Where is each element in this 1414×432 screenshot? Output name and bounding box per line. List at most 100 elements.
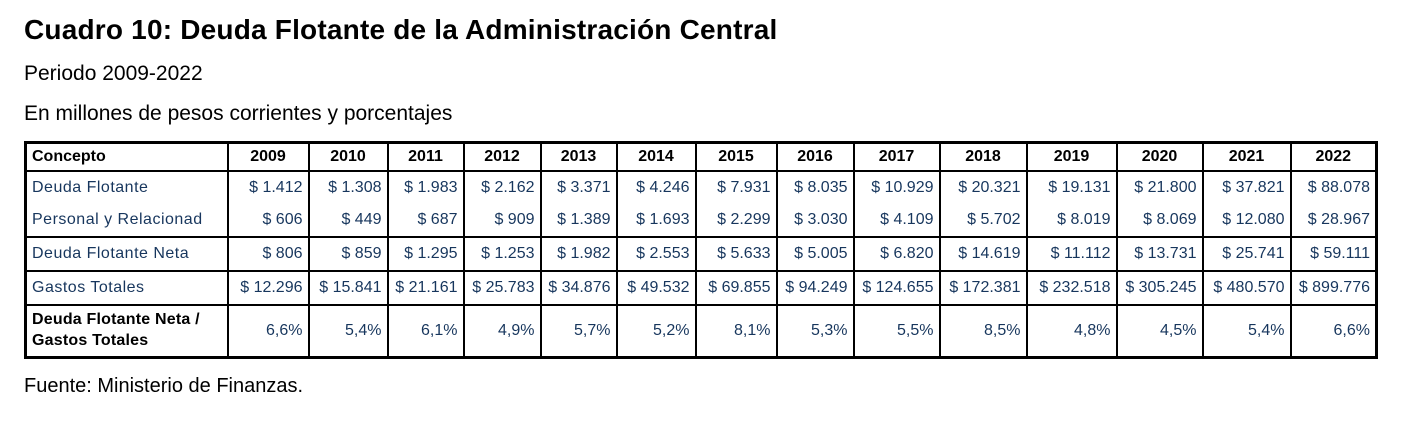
- value-cell: 6,1%: [386, 304, 465, 359]
- table-row-ratio-deuda-flotante-neta-gastos-totales: Deuda Flotante Neta / Gastos Totales 6,6% 5…: [24, 304, 1378, 359]
- value-cell: 4,9%: [462, 304, 542, 359]
- value-cell: $ 28.967: [1289, 204, 1378, 238]
- table-row-deuda-flotante: Deuda Flotante $ 1.412 $ 1.308 $ 1.983 $ 2.1…: [24, 170, 1378, 204]
- value-cell: $ 8.035: [775, 170, 855, 204]
- value-cell: $ 687: [386, 204, 465, 238]
- value-cell: $ 21.800: [1115, 170, 1204, 204]
- year-header-cell: 2011: [386, 141, 465, 172]
- value-cell: $ 37.821: [1201, 170, 1292, 204]
- table-row-deuda-flotante-neta: Deuda Flotante Neta $ 806 $ 859 $ 1.295 $ 1.…: [24, 236, 1378, 272]
- value-cell: 5,2%: [615, 304, 697, 359]
- value-cell: $ 11.112: [1025, 236, 1118, 272]
- value-cell: $ 25.741: [1201, 236, 1292, 272]
- value-cell: $ 172.381: [938, 270, 1028, 306]
- value-cell: $ 899.776: [1289, 270, 1378, 306]
- year-header-cell: 2013: [539, 141, 618, 172]
- subtitle-units: En millones de pesos corrientes y porcen…: [24, 102, 453, 125]
- value-cell: $ 4.246: [615, 170, 697, 204]
- value-cell: $ 21.161: [386, 270, 465, 306]
- value-cell: $ 59.111: [1289, 236, 1378, 272]
- year-header-cell: 2020: [1115, 141, 1204, 172]
- value-cell: $ 3.030: [775, 204, 855, 238]
- document-page: Cuadro 10: Deuda Flotante de la Administ…: [24, 14, 1378, 397]
- data-table: Concepto 2009 2010 2011 2012 2013 2014 2015 201…: [24, 141, 1378, 359]
- value-cell: 5,4%: [307, 304, 389, 359]
- row-label-cell: Deuda Flotante Neta: [24, 236, 229, 272]
- value-cell: $ 12.296: [226, 270, 310, 306]
- subtitle-period: Periodo 2009-2022: [24, 62, 203, 85]
- value-cell: 4,5%: [1115, 304, 1204, 359]
- value-cell: $ 49.532: [615, 270, 697, 306]
- value-cell: $ 1.412: [226, 170, 310, 204]
- value-cell: $ 25.783: [462, 270, 542, 306]
- value-cell: $ 1.253: [462, 236, 542, 272]
- value-cell: $ 10.929: [852, 170, 941, 204]
- value-cell: $ 1.693: [615, 204, 697, 238]
- year-header-cell: 2018: [938, 141, 1028, 172]
- value-cell: $ 305.245: [1115, 270, 1204, 306]
- value-cell: 5,7%: [539, 304, 618, 359]
- value-cell: 5,3%: [775, 304, 855, 359]
- source-note: Fuente: Ministerio de Finanzas.: [24, 375, 304, 397]
- value-cell: 5,5%: [852, 304, 941, 359]
- year-header-cell: 2016: [775, 141, 855, 172]
- value-cell: $ 5.702: [938, 204, 1028, 238]
- value-cell: $ 1.983: [386, 170, 465, 204]
- value-cell: $ 20.321: [938, 170, 1028, 204]
- year-header-cell: 2021: [1201, 141, 1292, 172]
- table-row-gastos-totales: Gastos Totales $ 12.296 $ 15.841 $ 21.161 $ …: [24, 270, 1378, 306]
- value-cell: $ 1.308: [307, 170, 389, 204]
- value-cell: $ 14.619: [938, 236, 1028, 272]
- page-title: Cuadro 10: Deuda Flotante de la Administ…: [24, 14, 778, 45]
- value-cell: 6,6%: [226, 304, 310, 359]
- value-cell: $ 8.069: [1115, 204, 1204, 238]
- value-cell: $ 6.820: [852, 236, 941, 272]
- value-cell: $ 606: [226, 204, 310, 238]
- value-cell: $ 13.731: [1115, 236, 1204, 272]
- value-cell: $ 124.655: [852, 270, 941, 306]
- value-cell: $ 3.371: [539, 170, 618, 204]
- value-cell: $ 2.553: [615, 236, 697, 272]
- value-cell: 4,8%: [1025, 304, 1118, 359]
- value-cell: 8,1%: [694, 304, 778, 359]
- table-body: Deuda Flotante $ 1.412 $ 1.308 $ 1.983 $ 2.1…: [24, 170, 1378, 359]
- value-cell: $ 88.078: [1289, 170, 1378, 204]
- year-header-cell: 2019: [1025, 141, 1118, 172]
- row-label-line: Gastos Totales: [32, 332, 149, 349]
- value-cell: $ 12.080: [1201, 204, 1292, 238]
- row-label-line: Deuda Flotante Neta /: [32, 311, 200, 329]
- value-cell: $ 1.982: [539, 236, 618, 272]
- value-cell: $ 1.295: [386, 236, 465, 272]
- value-cell: $ 19.131: [1025, 170, 1118, 204]
- value-cell: $ 859: [307, 236, 389, 272]
- value-cell: $ 5.005: [775, 236, 855, 272]
- table-row-personal-y-relacionado: Personal y Relacionad $ 606 $ 449 $ 687 $ 90…: [24, 204, 1378, 238]
- year-header-cell: 2017: [852, 141, 941, 172]
- value-cell: $ 8.019: [1025, 204, 1118, 238]
- table-header-row: Concepto 2009 2010 2011 2012 2013 2014 2015 201…: [24, 141, 1378, 172]
- row-label-cell: Gastos Totales: [24, 270, 229, 306]
- value-cell: $ 69.855: [694, 270, 778, 306]
- value-cell: $ 15.841: [307, 270, 389, 306]
- value-cell: $ 232.518: [1025, 270, 1118, 306]
- value-cell: 5,4%: [1201, 304, 1292, 359]
- row-label-cell: Personal y Relacionad: [24, 204, 229, 238]
- year-header-cell: 2012: [462, 141, 542, 172]
- value-cell: $ 449: [307, 204, 389, 238]
- value-cell: $ 806: [226, 236, 310, 272]
- value-cell: $ 34.876: [539, 270, 618, 306]
- value-cell: $ 94.249: [775, 270, 855, 306]
- year-header-cell: 2009: [226, 141, 310, 172]
- year-header-cell: 2010: [307, 141, 389, 172]
- year-header-cell: 2022: [1289, 141, 1378, 172]
- value-cell: $ 1.389: [539, 204, 618, 238]
- year-header-cell: 2015: [694, 141, 778, 172]
- row-label-cell: Deuda Flotante Neta / Gastos Totales: [24, 304, 229, 359]
- value-cell: $ 4.109: [852, 204, 941, 238]
- value-cell: 8,5%: [938, 304, 1028, 359]
- value-cell: $ 2.299: [694, 204, 778, 238]
- value-cell: $ 2.162: [462, 170, 542, 204]
- year-header-cell: 2014: [615, 141, 697, 172]
- value-cell: 6,6%: [1289, 304, 1378, 359]
- value-cell: $ 909: [462, 204, 542, 238]
